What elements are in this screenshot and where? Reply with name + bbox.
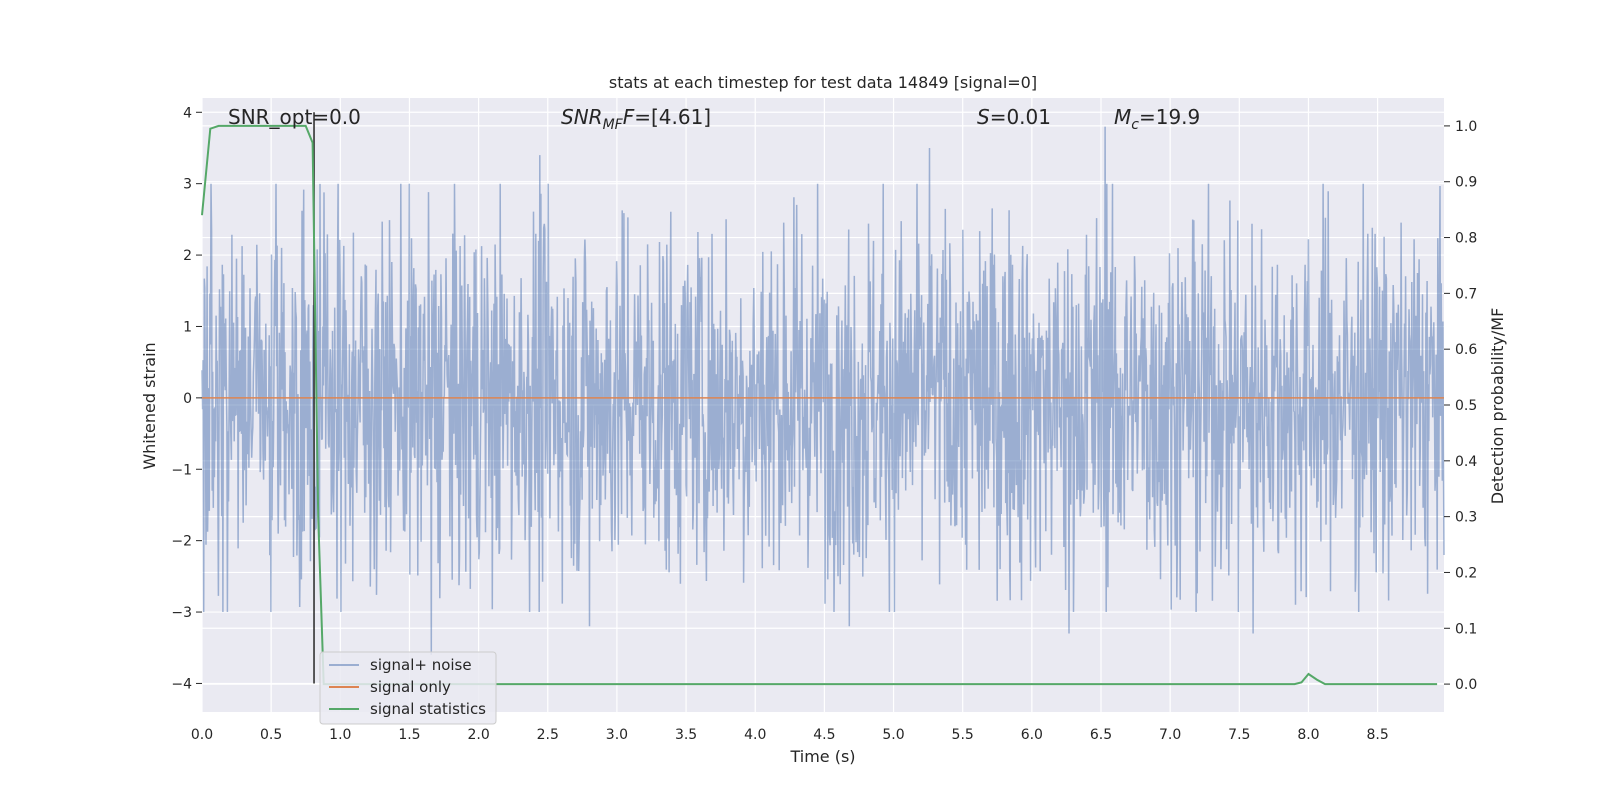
x-tick-label: 6.5 xyxy=(1090,727,1112,743)
legend: signal+ noise signal only signal statist… xyxy=(319,651,497,725)
annotation-snr-mf-f: F xyxy=(623,105,635,129)
y2-tick-label: 0.9 xyxy=(1455,175,1477,191)
annotation-mc-symbol: M xyxy=(1114,105,1131,129)
signal-statistics-line xyxy=(201,124,1438,686)
y2-tick-label: 0.0 xyxy=(1455,677,1477,693)
y2-tick-label: 0.8 xyxy=(1455,231,1477,247)
legend-label-signal-statistics: signal statistics xyxy=(370,700,486,718)
y2-tick-label: 0.2 xyxy=(1455,565,1477,581)
y2-tick-label: 1.0 xyxy=(1455,119,1477,135)
x-tick-label: 0.5 xyxy=(260,727,282,743)
x-tick-label: 1.0 xyxy=(329,727,351,743)
x-tick-label: 7.0 xyxy=(1159,727,1181,743)
x-tick-label: 3.5 xyxy=(675,727,697,743)
y-tick-label: 0 xyxy=(183,391,192,407)
x-axis-ticks: 0.0 0.5 1.0 1.5 2.0 2.5 3.0 3.5 4.0 4.5 5.0 5.5 6.0 6… xyxy=(191,727,1389,743)
y-axis-label: Whitened strain xyxy=(140,342,159,469)
x-tick-label: 8.5 xyxy=(1366,727,1388,743)
chart-title: stats at each timestep for test data 148… xyxy=(609,73,1037,92)
annotation-mc-subscript: c xyxy=(1131,117,1139,133)
y2-tick-label: 0.7 xyxy=(1455,286,1477,302)
legend-label-signal-noise: signal+ noise xyxy=(370,656,472,674)
x-tick-label: 5.0 xyxy=(882,727,904,743)
legend-box xyxy=(319,651,497,725)
y-tick-label: −4 xyxy=(171,676,192,692)
annotation-s-value: =0.01 xyxy=(990,105,1051,129)
y2-axis-ticks: 1.0 0.9 0.8 0.7 0.6 0.5 0.4 0.3 0.2 0.1 0.0 xyxy=(1444,119,1477,693)
legend-label-signal-only: signal only xyxy=(370,678,451,696)
y-tick-label: 3 xyxy=(183,177,192,193)
y-tick-label: −3 xyxy=(171,605,192,621)
annotation-mc-value: =19.9 xyxy=(1139,105,1200,129)
annotation-s-symbol: S xyxy=(977,105,990,129)
y2-tick-label: 0.5 xyxy=(1455,398,1477,414)
signal-noise-line xyxy=(201,126,1445,655)
x-tick-label: 0.0 xyxy=(191,727,213,743)
annotation-snr-mf-subscript: MF xyxy=(603,117,624,133)
signal-noise-series xyxy=(201,126,1445,655)
x-tick-label: 2.0 xyxy=(467,727,489,743)
annotation-s: S=0.01 xyxy=(977,105,1051,129)
x-tick-label: 8.0 xyxy=(1297,727,1319,743)
y2-tick-label: 0.6 xyxy=(1455,342,1477,358)
y-tick-label: −1 xyxy=(171,462,192,478)
x-tick-label: 2.5 xyxy=(537,727,559,743)
y2-tick-label: 0.1 xyxy=(1455,621,1477,637)
y-tick-label: 4 xyxy=(183,105,192,121)
y-tick-label: −2 xyxy=(171,534,192,550)
x-tick-label: 6.0 xyxy=(1021,727,1043,743)
x-tick-label: 4.5 xyxy=(813,727,835,743)
annotation-snr-mf-symbol: SNR xyxy=(561,105,603,129)
x-tick-label: 1.5 xyxy=(398,727,420,743)
annotation-snr-opt: SNR_opt=0.0 xyxy=(228,105,361,129)
x-axis-label: Time (s) xyxy=(789,747,855,766)
y-tick-label: 2 xyxy=(183,248,192,264)
signal-statistics-series xyxy=(201,124,1438,686)
annotation-snr-mf: SNRMFF=[4.61] xyxy=(561,105,711,133)
y2-tick-label: 0.3 xyxy=(1455,510,1477,526)
x-tick-label: 3.0 xyxy=(606,727,628,743)
y-axis-ticks: 4 3 2 1 0 −1 −2 −3 −4 xyxy=(171,105,202,692)
annotation-mc: Mc=19.9 xyxy=(1114,105,1200,133)
y-tick-label: 1 xyxy=(183,319,192,335)
y2-tick-label: 0.4 xyxy=(1455,454,1477,470)
y2-axis-label: Detection probability/MF xyxy=(1488,308,1507,505)
x-tick-label: 5.5 xyxy=(952,727,974,743)
annotation-snr-mf-value: =[4.61] xyxy=(634,105,711,129)
x-tick-label: 7.5 xyxy=(1228,727,1250,743)
x-tick-label: 4.0 xyxy=(744,727,766,743)
